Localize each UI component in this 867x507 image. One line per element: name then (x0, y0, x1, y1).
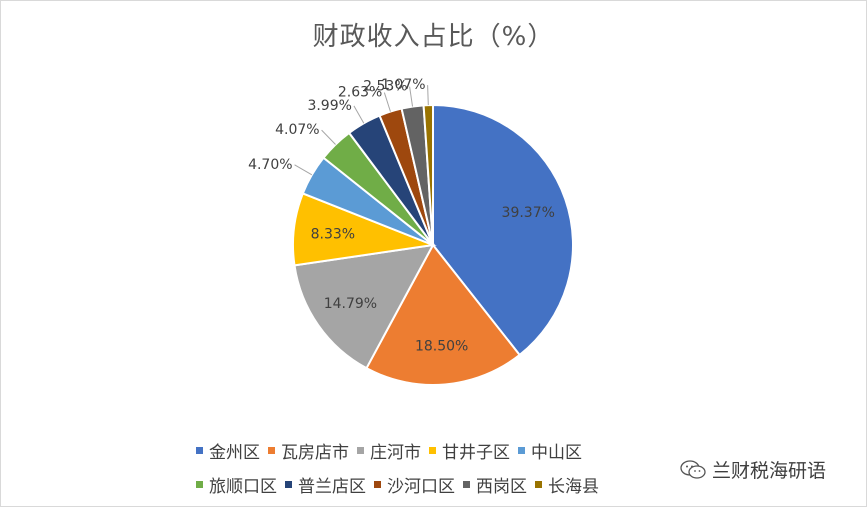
chart-title: 财政收入占比（%） (312, 22, 555, 52)
leader-line-10 (427, 85, 429, 106)
legend-item-5: 中山区 (518, 438, 582, 463)
data-label-1: 39.37% (502, 205, 555, 221)
leader-line-6 (321, 129, 336, 145)
legend-item-2: 瓦房店市 (268, 438, 349, 463)
wechat-icon (680, 459, 706, 480)
legend-item-6: 旅顺口区 (196, 472, 277, 497)
data-label-6: 4.07% (275, 122, 319, 138)
legend-swatch (196, 446, 203, 454)
legend-swatch (374, 480, 381, 488)
data-label-2: 18.50% (415, 338, 468, 354)
data-label-3: 14.79% (324, 296, 377, 312)
legend-item-8: 沙河口区 (374, 472, 455, 497)
legend-item-3: 庄河市 (357, 438, 421, 463)
data-label-10: 1.07% (381, 77, 425, 93)
legend-item-4: 甘井子区 (429, 438, 510, 463)
legend-swatch (518, 446, 525, 454)
data-label-4: 8.33% (311, 226, 355, 242)
data-label-5: 4.70% (248, 157, 292, 173)
legend-label: 庄河市 (370, 442, 421, 463)
legend-label: 普兰店区 (298, 476, 366, 497)
legend-swatch (285, 480, 292, 488)
legend: 金州区 瓦房店市 庄河市 甘井子区 中山区 旅顺口区 普兰店区 沙河口区 西岗区 长海县 (196, 433, 676, 501)
legend-label: 瓦房店市 (281, 442, 349, 463)
legend-item-7: 普兰店区 (285, 472, 366, 497)
legend-label: 甘井子区 (442, 442, 510, 463)
legend-item-10: 长海县 (535, 472, 599, 497)
watermark-text: 兰财税海研语 (712, 460, 827, 482)
legend-swatch (429, 446, 436, 454)
legend-label: 沙河口区 (387, 476, 455, 497)
leader-line-8 (383, 92, 391, 112)
data-label-9: 2.53% (363, 79, 407, 95)
legend-item-9: 西岗区 (463, 472, 527, 497)
legend-swatch (463, 480, 470, 488)
watermark: 兰财税海研语 (680, 456, 826, 483)
data-label-7: 3.99% (307, 98, 351, 114)
legend-label: 金州区 (209, 442, 260, 463)
legend-swatch (535, 480, 542, 488)
leader-line-5 (294, 164, 313, 176)
leader-line-9 (409, 86, 414, 107)
legend-swatch (357, 446, 364, 454)
pie-slice-3 (293, 243, 435, 370)
pie-slice-1 (432, 103, 574, 357)
legend-label: 中山区 (531, 442, 582, 463)
legend-label: 长海县 (548, 476, 599, 497)
legend-label: 旅顺口区 (209, 476, 277, 497)
legend-item-1: 金州区 (196, 438, 260, 463)
leader-line-7 (353, 105, 365, 124)
pie-slice-2 (365, 243, 522, 386)
data-label-8: 2.63% (338, 85, 382, 101)
legend-label: 西岗区 (476, 476, 527, 497)
legend-swatch (268, 446, 275, 454)
legend-swatch (196, 480, 203, 488)
